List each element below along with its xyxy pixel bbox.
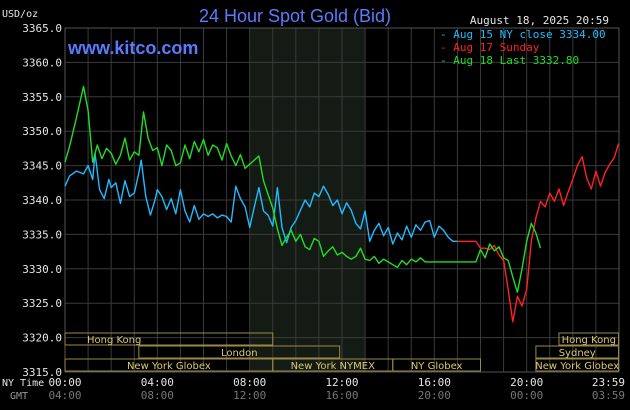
session-box [392,358,481,372]
y-tick-label: 3360.0 [22,56,62,69]
x-tick-label-gmt: 03:59 [592,389,625,402]
y-axis-label: USD/oz [2,9,38,20]
y-tick-label: 3340.0 [22,194,62,207]
chart-title: 24 Hour Spot Gold (Bid) [199,6,391,26]
x-tick-label-gmt: 20:00 [418,389,451,402]
legend: - Aug 15 NY close 3334.00- Aug 17 Sunday… [440,28,606,67]
price-series [64,85,620,323]
session-label: Hong Kong [87,335,141,346]
y-tick-label: 3345.0 [22,160,62,173]
x-tick-label-ny: 08:00 [233,376,266,389]
x-tick-label-gmt: 00:00 [510,389,543,402]
y-tick-label: 3365.0 [22,22,62,35]
legend-entry: - Aug 18 Last 3332.80 [440,54,579,67]
brand-watermark: www.kitco.com [67,38,198,58]
session-label: New York Globex [127,361,211,372]
x-tick-label-ny: 00:00 [48,376,81,389]
series-line [64,152,458,245]
y-tick-label: 3355.0 [22,91,62,104]
y-axis-ticks: 3365.0 3360.0 3355.0 3350.0 3345.0 3340.0 3335… [22,22,62,379]
y-tick-label: 3325.0 [22,297,62,310]
session-label: Hong Kong [562,335,616,346]
x-tick-label-gmt: 16:00 [325,389,358,402]
x-tick-label-ny: 12:00 [325,376,358,389]
grid-lines [64,27,620,373]
session-box [558,332,620,346]
legend-entry: - Aug 17 Sunday [440,41,540,54]
x-tick-label-gmt: 12:00 [233,389,266,402]
session-label: NY Globex [411,361,463,372]
session-label: New York Globex [535,361,619,372]
session-label: London [221,348,258,359]
x-tick-label-ny: 23:59 [592,376,625,389]
session-label: Sydney [559,348,596,359]
x-tick-label-ny: 20:00 [510,376,543,389]
y-tick-label: 3330.0 [22,263,62,276]
x-tick-label-ny: 04:00 [141,376,174,389]
legend-entry: - Aug 15 NY close 3334.00 [440,28,606,41]
session-label: New York NYMEX [291,361,376,372]
y-tick-label: 3320.0 [22,332,62,345]
x-tick-label-ny: 16:00 [418,376,451,389]
y-tick-label: 3335.0 [22,228,62,241]
y-tick-label: 3350.0 [22,125,62,138]
session-box [535,345,620,359]
x-tick-label-gmt: 08:00 [141,389,174,402]
plot-frame [64,27,620,373]
session-box [64,332,274,346]
series-line [64,85,542,293]
y-tick-label: 3315.0 [22,366,62,379]
chart-date: August 18, 2025 20:59 [470,14,609,27]
x-row-label-gmt: GMT [10,391,28,402]
trading-sessions: Hong Kong Hong Kong London Sydney New York G… [64,332,620,372]
x-axis-ticks: 00:0004:0004:0008:0008:0012:0012:0016:00… [48,376,625,402]
session-box [138,345,341,359]
x-row-label-ny: NY Time [2,378,44,389]
x-tick-label-gmt: 04:00 [48,389,81,402]
session-box [535,358,620,372]
